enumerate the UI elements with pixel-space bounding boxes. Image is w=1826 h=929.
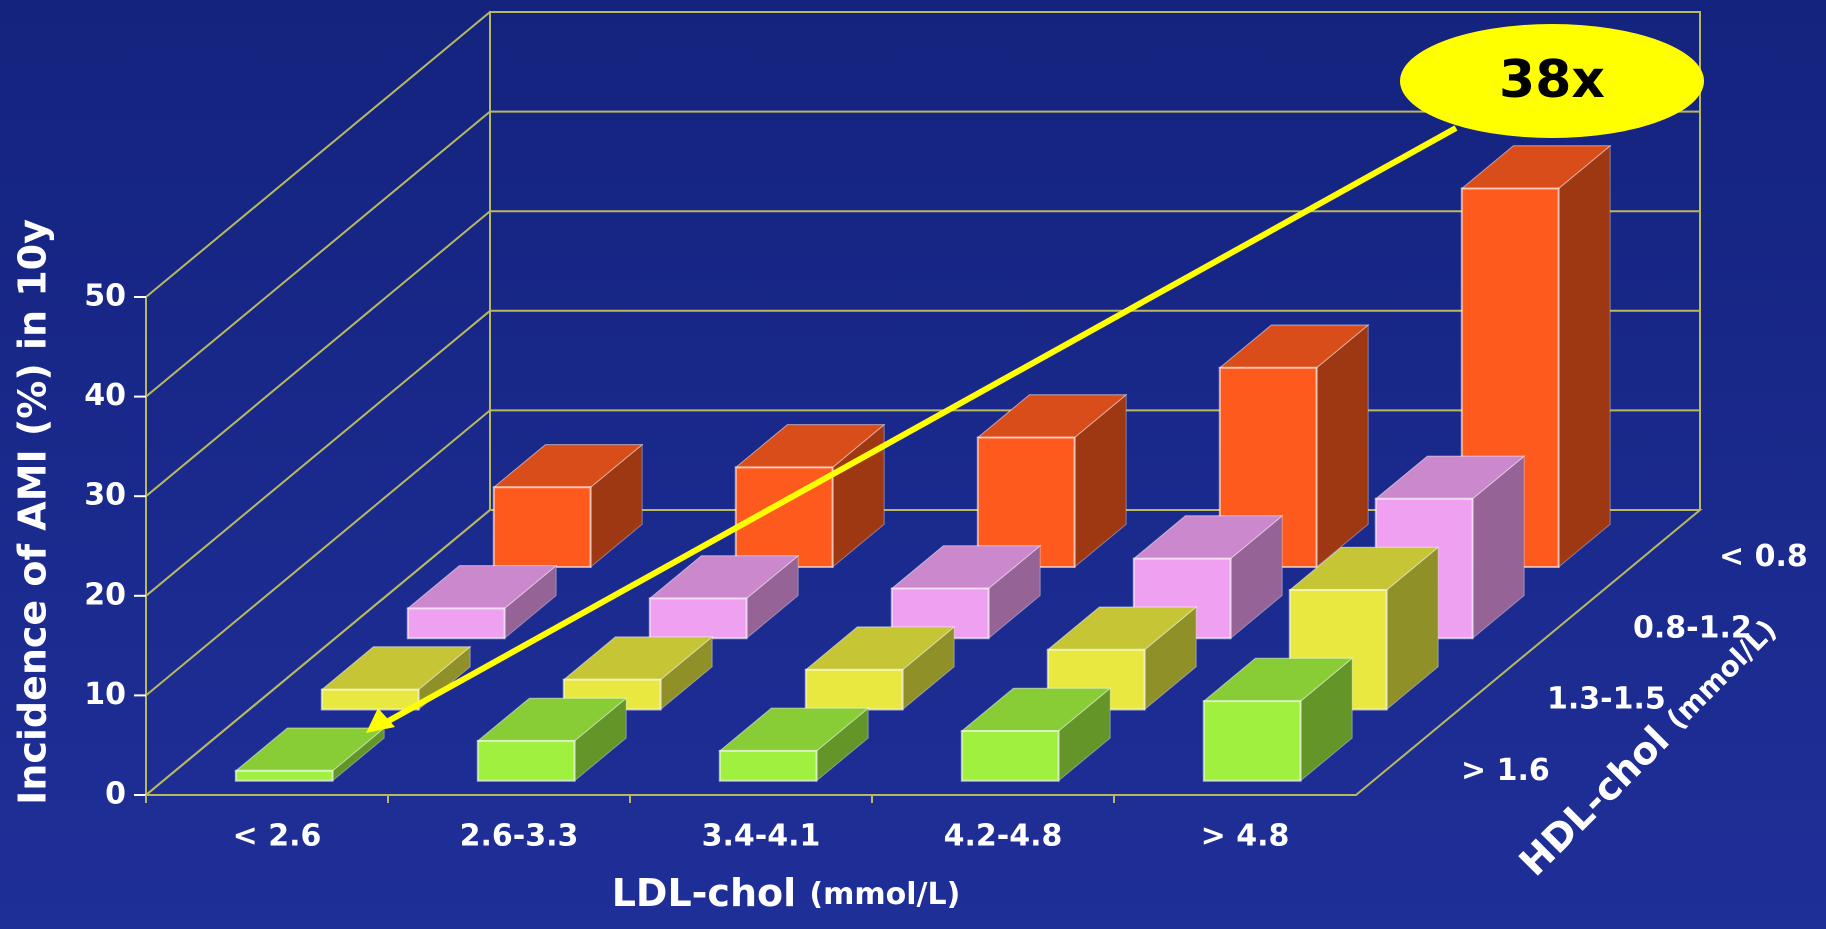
legend-label: > 1.6 <box>1461 753 1550 788</box>
annotation-arrowhead <box>366 708 395 733</box>
bar <box>492 443 644 569</box>
bar-front <box>648 597 748 640</box>
x-axis-label-main: LDL-chol <box>612 871 796 915</box>
y-tick-label: 50 <box>84 279 126 314</box>
x-tick-label: 2.6-3.3 <box>460 819 579 854</box>
bar-front <box>234 769 334 782</box>
bar-front <box>320 688 420 711</box>
bar-front <box>1202 700 1302 782</box>
x-tick-label: > 4.8 <box>1201 819 1290 854</box>
bar <box>890 544 1042 640</box>
bars <box>234 144 1612 782</box>
grid-line <box>145 309 1700 597</box>
bar <box>976 393 1128 569</box>
legend-label: 0.8-1.2 <box>1633 610 1752 645</box>
bar-front <box>718 749 818 782</box>
grid-line <box>145 210 1700 497</box>
y-tick-label: 0 <box>105 777 126 812</box>
bar-side <box>1558 144 1611 569</box>
y-tick-label: 40 <box>84 378 126 413</box>
x-tick-label: 4.2-4.8 <box>944 819 1063 854</box>
bar-front <box>492 486 592 568</box>
bar <box>734 423 886 569</box>
grid-line <box>145 11 1700 298</box>
y-axis-label: Incidence of AMI (%) in 10y <box>11 219 55 805</box>
bar <box>804 625 956 711</box>
legend-label: < 0.8 <box>1719 539 1808 574</box>
bar-front <box>734 466 834 568</box>
bar <box>562 635 714 711</box>
bar-front <box>804 668 904 711</box>
bar-front <box>406 607 506 640</box>
bar <box>234 726 386 782</box>
bar <box>960 687 1112 782</box>
bar <box>718 707 870 782</box>
annotation-arrow <box>381 125 1458 727</box>
bar-front <box>476 739 576 782</box>
bar <box>476 697 628 782</box>
grid: 0 10 20 30 40 50 < 2.6 2.6-3.3 3.4-4.1 4.2-4.8 > 4… <box>84 11 1808 854</box>
x-axis-label: LDL-chol (mmol/L) <box>612 871 961 915</box>
annotation-bubble <box>1400 24 1704 138</box>
y-tick-label: 30 <box>84 478 126 513</box>
y-tick-label: 20 <box>84 577 126 612</box>
x-tick-label: 3.4-4.1 <box>702 819 821 854</box>
bar-front <box>976 436 1076 568</box>
legend-label: 1.3-1.5 <box>1547 682 1666 717</box>
x-axis-label-unit: (mmol/L) <box>809 877 960 912</box>
x-tick-label: < 2.6 <box>233 819 322 854</box>
bar-front <box>890 587 990 640</box>
bar-front <box>960 730 1060 782</box>
bar <box>1202 657 1354 782</box>
annotation-text: 38x <box>1499 50 1605 110</box>
grid-line <box>145 110 1700 398</box>
bar <box>406 564 558 640</box>
y-tick-label: 10 <box>84 677 126 712</box>
bar <box>648 554 800 640</box>
